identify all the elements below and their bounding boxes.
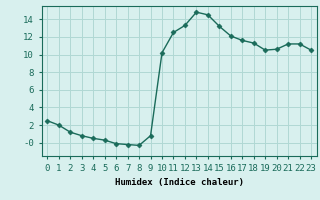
X-axis label: Humidex (Indice chaleur): Humidex (Indice chaleur) [115,178,244,187]
